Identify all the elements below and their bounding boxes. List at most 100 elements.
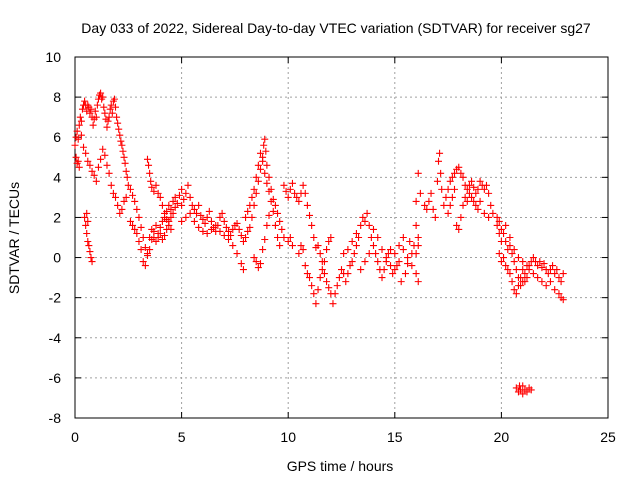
data-point (414, 169, 422, 177)
data-point (207, 217, 215, 225)
data-point (84, 238, 92, 246)
data-point (244, 207, 252, 215)
data-point (350, 250, 358, 258)
data-point (536, 258, 544, 266)
data-point (338, 266, 345, 274)
data-point (131, 197, 139, 205)
data-point (502, 221, 510, 229)
data-point (131, 225, 139, 233)
data-point (112, 193, 120, 201)
data-point (474, 185, 482, 193)
data-point (463, 185, 471, 193)
data-point (276, 217, 284, 225)
y-tick-label: 4 (53, 169, 61, 185)
data-point (120, 153, 128, 161)
y-tick-label: 8 (53, 89, 61, 105)
data-point (199, 227, 207, 235)
data-point (116, 209, 124, 217)
data-point (316, 250, 324, 258)
data-point (99, 93, 107, 101)
data-point (414, 278, 422, 286)
data-point (74, 135, 82, 143)
data-point (109, 189, 117, 197)
data-point (229, 225, 237, 233)
data-point (500, 254, 508, 262)
data-point (203, 229, 211, 237)
data-point (316, 274, 324, 282)
data-point (282, 187, 290, 195)
data-point (197, 211, 205, 219)
data-point (263, 161, 271, 169)
data-point (485, 189, 493, 197)
data-point (114, 201, 122, 209)
data-point (261, 236, 269, 244)
y-tick-label: -8 (49, 410, 62, 426)
y-tick-label: 0 (53, 250, 61, 266)
x-tick-label: 5 (178, 429, 186, 445)
data-point (508, 278, 516, 286)
data-point (393, 262, 401, 270)
data-point (195, 223, 203, 231)
data-point (521, 278, 529, 286)
data-point (442, 193, 450, 201)
data-point (453, 221, 461, 229)
data-point (436, 149, 444, 157)
y-tick-label: -2 (49, 290, 62, 306)
data-point (101, 151, 109, 159)
data-point (333, 282, 341, 290)
data-point (103, 161, 111, 169)
data-point (152, 238, 160, 246)
data-point (508, 250, 516, 258)
data-point (105, 169, 113, 177)
data-point (76, 113, 84, 121)
data-point (113, 113, 121, 121)
data-point (380, 266, 388, 274)
data-point (248, 193, 256, 201)
data-point (450, 185, 458, 193)
data-point (525, 262, 533, 270)
data-point (357, 221, 365, 229)
data-point (91, 107, 99, 115)
data-point (123, 173, 131, 181)
data-point (318, 266, 326, 274)
data-point (557, 278, 565, 286)
data-point (171, 203, 179, 211)
data-point (83, 209, 91, 217)
data-point (259, 246, 267, 254)
data-point (387, 262, 395, 270)
data-point (431, 213, 439, 221)
data-point (510, 246, 518, 254)
data-point (77, 117, 85, 125)
data-point (175, 191, 183, 199)
data-point (389, 270, 397, 278)
data-point (293, 193, 301, 201)
data-point (502, 238, 510, 246)
data-point (101, 109, 109, 117)
data-point (108, 109, 116, 117)
data-point (361, 217, 369, 225)
data-point (154, 189, 162, 197)
data-point (378, 274, 386, 282)
data-point (78, 105, 86, 113)
data-point (237, 231, 245, 239)
data-point (88, 167, 96, 175)
data-point (551, 270, 559, 278)
data-point (178, 185, 186, 193)
data-point (335, 274, 343, 282)
data-point (544, 270, 552, 278)
data-point (81, 97, 89, 105)
data-point (199, 215, 207, 223)
data-point (271, 221, 279, 229)
data-point (459, 201, 467, 209)
data-point (401, 270, 409, 278)
data-point (546, 266, 554, 274)
data-point (82, 149, 90, 157)
data-point (94, 163, 102, 171)
data-point (75, 121, 83, 129)
data-point (178, 217, 186, 225)
data-point (369, 242, 377, 250)
data-point (252, 173, 260, 181)
data-point (374, 258, 382, 266)
plot-frame (74, 56, 609, 419)
data-point (404, 260, 412, 268)
